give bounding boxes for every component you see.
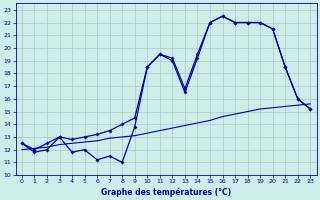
- X-axis label: Graphe des températures (°C): Graphe des températures (°C): [101, 187, 231, 197]
